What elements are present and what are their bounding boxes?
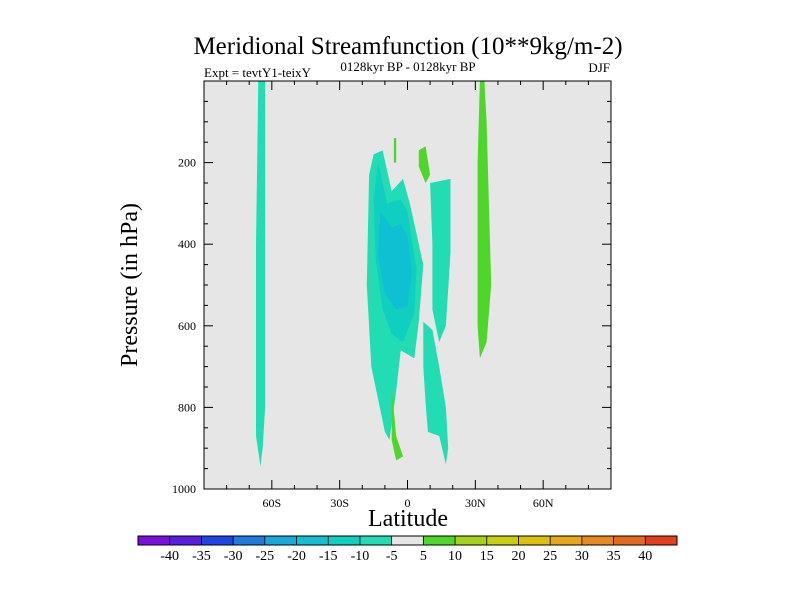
contour-region-upper-strip-positive	[393, 138, 397, 163]
colorbar-swatch	[518, 536, 551, 545]
colorbar-label: -35	[192, 549, 211, 564]
contour-region-south-deep-positive	[391, 387, 403, 461]
y-tick-label: 400	[178, 237, 196, 251]
colorbar-swatch	[359, 536, 393, 545]
contour-region-south-center-negative	[423, 321, 449, 465]
colorbar-label: -25	[255, 549, 274, 564]
colorbar-label: -10	[351, 549, 370, 564]
y-tick-label: 800	[178, 400, 196, 414]
colorbar-label: 40	[638, 549, 652, 564]
colorbar-label: -40	[160, 549, 179, 564]
colorbar-label: 20	[511, 549, 525, 564]
x-tick-label: 30N	[465, 496, 486, 510]
colorbar-label: 15	[480, 549, 494, 564]
colorbar-label: -15	[319, 549, 338, 564]
colorbar-swatch	[264, 536, 298, 545]
contour-region-deep-mid-negative	[430, 178, 451, 343]
colorbar-swatch	[233, 536, 266, 545]
colorbar-swatch	[169, 536, 202, 545]
y-axis-label: Pressure (in hPa)	[117, 203, 143, 367]
x-tick-label: 30S	[330, 496, 349, 510]
colorbar-swatch	[138, 536, 171, 545]
colorbar-swatch	[581, 536, 615, 545]
colorbar-swatch	[423, 536, 456, 545]
colorbar: -40 -35 -30 -25 -20 -15 -10 -5 5 10 15 20 25 30 35 40	[137, 535, 678, 564]
chart-subtitle: 0128kyr BP - 0128kyr BP	[340, 59, 475, 74]
x-tick-label: 60S	[262, 496, 281, 510]
colorbar-swatch	[613, 536, 646, 545]
colorbar-swatch	[391, 536, 424, 545]
season-label: DJF	[588, 60, 610, 75]
y-tick-label: 600	[178, 319, 196, 333]
colorbar-label: 10	[448, 549, 462, 564]
colorbar-label: -5	[386, 549, 398, 564]
x-tick-label: 0	[405, 496, 411, 510]
colorbar-label: 35	[607, 549, 621, 564]
contour-region-core-negative-cell	[378, 211, 412, 310]
y-tick-label: 200	[178, 156, 196, 170]
chart-title: Meridional Streamfunction (10**9kg/m-2)	[193, 33, 622, 60]
plot-area: 60S 30S 0 30N 60N 200 400 600 800 1000	[172, 80, 612, 510]
colorbar-label: 30	[575, 549, 589, 564]
colorbar-label: -30	[224, 549, 243, 564]
colorbar-label: 25	[543, 549, 557, 564]
x-tick-label: 60N	[533, 496, 554, 510]
colorbar-swatch	[328, 536, 361, 545]
contour-region-subtropical-positive-column	[477, 81, 492, 359]
y-tick-label: 1000	[172, 482, 196, 496]
contour-region-thin-column-60s	[256, 81, 266, 467]
colorbar-swatch	[201, 536, 234, 545]
experiment-label: Expt = tevtY1-teixY	[204, 65, 312, 80]
colorbar-swatch-end	[645, 536, 677, 545]
colorbar-swatch	[486, 536, 519, 545]
colorbar-frame	[137, 535, 678, 546]
colorbar-swatch	[550, 536, 583, 545]
contour-region-upper-positive-blob	[418, 146, 431, 183]
colorbar-label: -20	[287, 549, 306, 564]
colorbar-label: 5	[420, 549, 427, 564]
x-axis-label: Latitude	[368, 506, 448, 532]
colorbar-swatch	[296, 536, 329, 545]
colorbar-swatch	[455, 536, 488, 545]
